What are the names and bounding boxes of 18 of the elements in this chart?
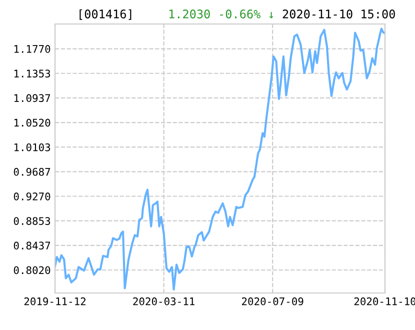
y-tick-label: 0.8437	[14, 242, 50, 250]
y-tick-label: 0.9687	[14, 168, 50, 176]
x-tick-label: 2020-07-09	[242, 297, 304, 306]
chart-title: [001416]	[80, 9, 132, 20]
y-tick-label: 1.0520	[14, 118, 50, 127]
y-tick-label: 1.1353	[14, 70, 50, 78]
text: 1.2030	[169, 10, 210, 18]
text: -0.66% ↓	[220, 10, 274, 18]
y-tick-label: 1.0103	[14, 143, 50, 152]
y-tick-label: 0.9270	[14, 192, 50, 200]
x-tick-label: 2019-11-12	[24, 297, 86, 306]
y-tick-label: 0.8853	[14, 217, 50, 225]
y-tick-label: 1.0937	[14, 94, 50, 102]
y-tick-label: 1.1770	[14, 45, 50, 53]
y-tick-label: 0.8020	[14, 266, 50, 274]
x-tick-label: 2020-03-11	[133, 297, 194, 306]
line-series	[55, 28, 385, 291]
text: 2020-11-10 15:00	[282, 10, 395, 18]
